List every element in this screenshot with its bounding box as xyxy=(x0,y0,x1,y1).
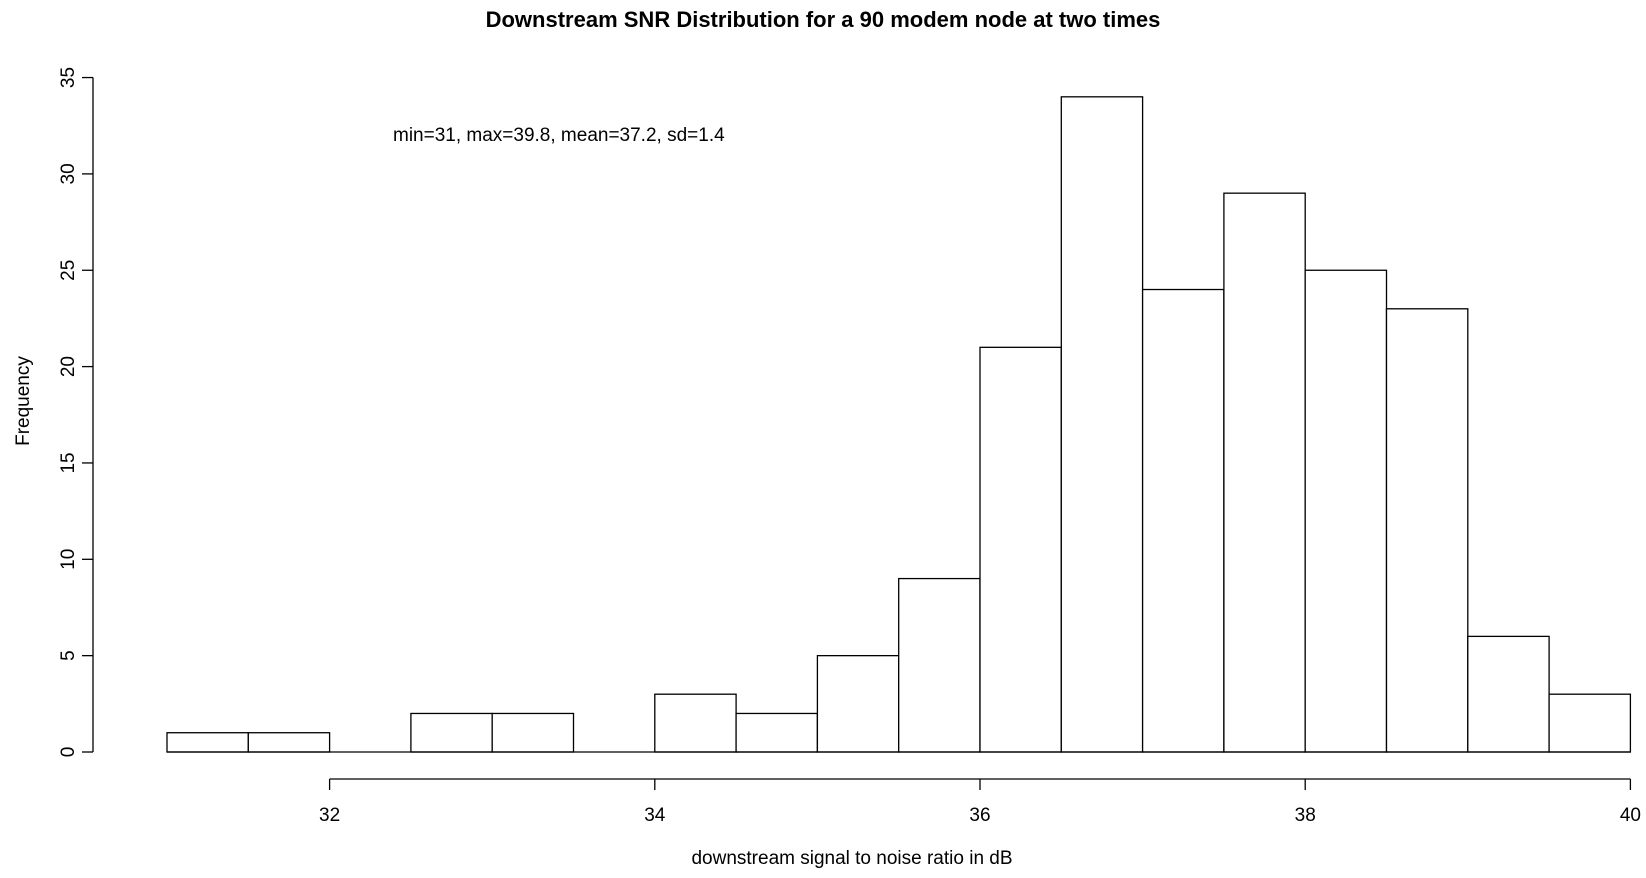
y-axis: 0 5 10 15 20 25 30 35 xyxy=(58,67,94,758)
histogram-bar-16 xyxy=(1467,635,1550,753)
x-axis: 32 34 36 38 40 xyxy=(319,778,1641,826)
histogram-bar-7 xyxy=(735,712,819,753)
y-tick-label: 20 xyxy=(58,356,79,377)
x-tick-label: 32 xyxy=(319,805,340,826)
x-tick-label: 38 xyxy=(1295,805,1316,826)
histogram-bar-13 xyxy=(1223,192,1306,753)
histogram-bar-11 xyxy=(1060,96,1144,753)
histogram-bar-15 xyxy=(1385,308,1469,753)
chart-title: Downstream SNR Distribution for a 90 mod… xyxy=(486,7,1161,32)
histogram-bar-3 xyxy=(410,712,493,753)
histogram-bar-10 xyxy=(979,346,1062,753)
histogram-bar-8 xyxy=(816,655,900,753)
histogram-bar-1 xyxy=(247,732,331,753)
histogram-bar-9 xyxy=(898,577,981,753)
histogram-bar-0 xyxy=(166,732,249,753)
y-tick-label: 15 xyxy=(58,452,79,473)
y-tick-label: 30 xyxy=(58,163,79,184)
x-tick-label: 36 xyxy=(969,805,990,826)
y-tick-label: 35 xyxy=(58,67,79,88)
stats-annotation: min=31, max=39.8, mean=37.2, sd=1.4 xyxy=(393,125,725,146)
y-tick-label: 5 xyxy=(58,650,79,661)
bars-group xyxy=(166,96,1632,753)
y-tick-label: 10 xyxy=(58,549,79,570)
histogram-bar-17 xyxy=(1548,693,1632,753)
x-axis-label: downstream signal to noise ratio in dB xyxy=(691,848,1012,869)
x-tick-label: 34 xyxy=(644,805,666,826)
y-axis-label: Frequency xyxy=(13,356,34,446)
histogram-bar-6 xyxy=(654,693,737,753)
histogram-bar-14 xyxy=(1304,269,1388,753)
y-tick-label: 25 xyxy=(58,260,79,281)
y-tick-label: 0 xyxy=(58,747,79,758)
histogram-bar-4 xyxy=(491,712,575,753)
x-tick-label: 40 xyxy=(1620,805,1641,826)
histogram-bar-12 xyxy=(1141,288,1225,753)
